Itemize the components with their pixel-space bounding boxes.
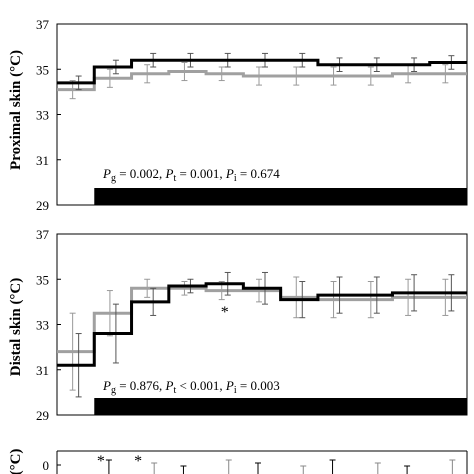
annotation-part: i xyxy=(234,385,237,396)
panel-3-significance-star: * xyxy=(97,453,105,470)
panel-2-y-axis-title: Distal skin (°C) xyxy=(8,278,24,377)
annotation-part: g xyxy=(111,173,116,184)
annotation-part: = 0.674 xyxy=(237,166,281,181)
annotation-part: i xyxy=(234,173,237,184)
annotation-part: = 0.876, xyxy=(116,378,166,393)
annotation-part: t xyxy=(174,173,177,184)
panel-2-p-value-annotation: Pg = 0.876, Pt < 0.001, Pi = 0.003 xyxy=(102,378,280,396)
panel-1-y-tick-label: 37 xyxy=(36,17,50,32)
annotation-part: P xyxy=(165,378,174,393)
annotation-part: < 0.001, xyxy=(176,378,226,393)
annotation-part: P xyxy=(225,166,234,181)
panel-1-y-tick-label: 31 xyxy=(36,153,49,168)
annotation-part: = 0.003 xyxy=(237,378,280,393)
panel-2-y-tick-label: 29 xyxy=(36,408,49,423)
panel-2-series-1-step-line xyxy=(57,282,467,367)
annotation-part: = 0.001, xyxy=(176,166,226,181)
annotation-part: t xyxy=(174,385,177,396)
annotation-part: P xyxy=(102,166,111,181)
panel-1-y-tick-label: 33 xyxy=(36,108,49,123)
panel-2-y-tick-label: 31 xyxy=(36,363,49,378)
annotation-part: P xyxy=(165,166,174,181)
annotation-part: = 0.002, xyxy=(116,166,166,181)
panel-1-series-1-step-line xyxy=(57,58,467,85)
panel-2-y-tick-label: 35 xyxy=(36,272,49,287)
panel-1-series-2-step-line xyxy=(57,70,467,92)
panel-1-p-value-annotation: Pg = 0.002, Pt = 0.001, Pi = 0.674 xyxy=(102,166,280,184)
panel-2-significance-star: * xyxy=(221,304,229,321)
panel-3-y-axis-title: (°C) xyxy=(8,449,24,474)
panel-1-y-tick-label: 35 xyxy=(36,62,49,77)
annotation-part: g xyxy=(111,385,116,396)
annotation-part: P xyxy=(102,378,111,393)
panel-2-y-tick-label: 33 xyxy=(36,318,49,333)
panel-3-significance-star: * xyxy=(134,453,142,470)
panel-1-y-tick-label: 29 xyxy=(36,198,49,213)
panel-2-dark-period-bar xyxy=(94,398,467,415)
panel-2-y-tick-label: 37 xyxy=(36,227,50,242)
panel-1-y-axis-title: Proximal skin (°C) xyxy=(8,50,24,170)
panel-2-series-2-step-line xyxy=(57,286,467,354)
annotation-part: P xyxy=(225,378,234,393)
panel-1-dark-period-bar xyxy=(94,188,467,205)
panel-3-y-tick-label: 0 xyxy=(43,458,50,473)
